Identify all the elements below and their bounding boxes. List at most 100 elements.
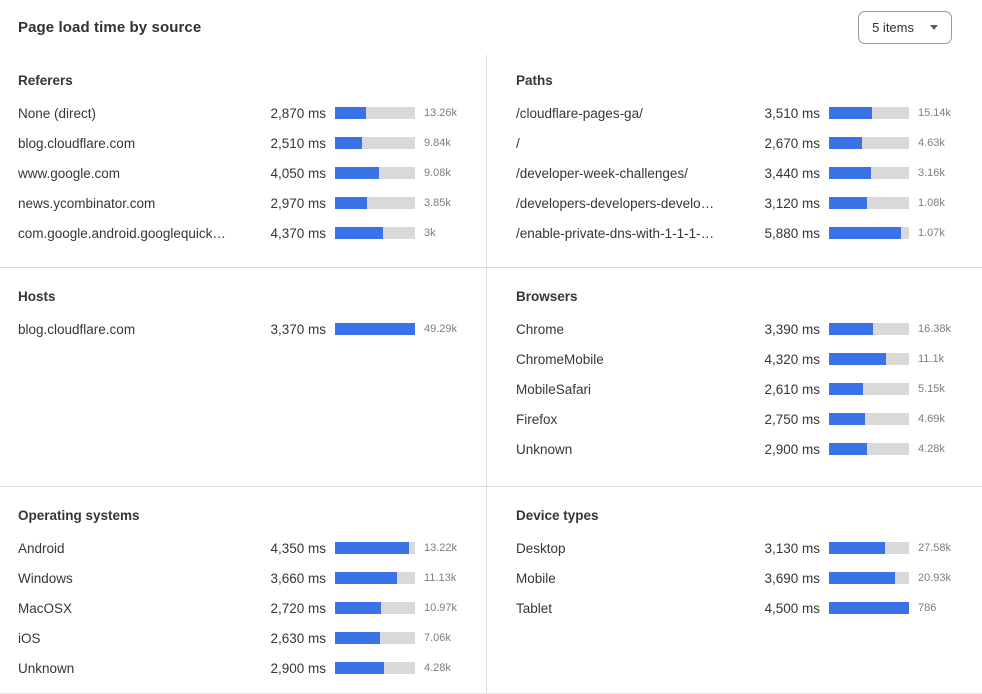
row-bar-fill	[335, 542, 410, 554]
panel-rows-operating-systems: Android 4,350 ms 13.22k Windows 3,660 ms 11.1…	[18, 533, 472, 683]
row-ms-value: 3,120 ms	[764, 195, 820, 211]
row-count: 13.26k	[424, 107, 458, 119]
row-label: iOS	[18, 630, 41, 646]
row-ms-value: 2,670 ms	[764, 135, 820, 151]
row-label: Unknown	[516, 441, 573, 457]
row-count: 10.97k	[424, 602, 458, 614]
row-count: 3.85k	[424, 197, 451, 209]
panel-paths: Paths /cloudflare-pages-ga/3,510 ms 15.14…	[486, 55, 982, 267]
metric-row[interactable]: / 2,670 ms 4.63k	[516, 128, 966, 158]
panel-device-types: Device types Desktop 3,130 ms 27.58k Mobile…	[486, 486, 982, 693]
row-bar-track	[829, 542, 909, 554]
row-ms-value: 2,510 ms	[270, 135, 326, 151]
panel-rows-hosts: blog.cloudflare.com 3,370 ms 49.29k	[18, 314, 472, 344]
row-label: blog.cloudflare.com	[18, 321, 136, 337]
metric-row[interactable]: /cloudflare-pages-ga/3,510 ms 15.14k	[516, 98, 966, 128]
metric-row[interactable]: Desktop 3,130 ms 27.58k	[516, 533, 966, 563]
row-bar-track	[829, 137, 909, 149]
metric-row[interactable]: news.ycombinator.com 2,970 ms 3.85k	[18, 188, 472, 218]
metric-row[interactable]: Firefox 2,750 ms 4.69k	[516, 404, 966, 434]
row-label: blog.cloudflare.com	[18, 135, 136, 151]
metric-row[interactable]: /developer-week-challenges/3,440 ms 3.16k	[516, 158, 966, 188]
metric-row[interactable]: /developers-developers-developers/3,120 …	[516, 188, 966, 218]
row-bar-track	[829, 227, 909, 239]
row-label: /developers-developers-developers/	[516, 195, 721, 211]
metric-row[interactable]: Unknown 2,900 ms 4.28k	[18, 653, 472, 683]
row-bar-track	[829, 323, 909, 335]
row-label: MacOSX	[18, 600, 73, 616]
row-label: www.google.com	[18, 165, 121, 181]
row-ms-value: 4,500 ms	[764, 600, 820, 616]
row-bar-track	[335, 227, 415, 239]
row-bar-track	[829, 413, 909, 425]
row-label: Tablet	[516, 600, 553, 616]
metric-row[interactable]: None (direct) 2,870 ms 13.26k	[18, 98, 472, 128]
row-bar-track	[335, 137, 415, 149]
panel-title-referers: Referers	[18, 73, 73, 88]
row-bar-fill	[335, 572, 398, 584]
row-bar-fill	[829, 443, 868, 455]
metric-row[interactable]: Unknown 2,900 ms 4.28k	[516, 434, 966, 464]
row-label: ChromeMobile	[516, 351, 604, 367]
row-ms-value: 2,900 ms	[270, 660, 326, 676]
row-count: 20.93k	[918, 572, 952, 584]
chevron-down-icon	[930, 25, 938, 30]
row-bar-fill	[335, 632, 380, 644]
metric-row[interactable]: Windows 3,660 ms 11.13k	[18, 563, 472, 593]
row-ms-value: 5,880 ms	[764, 225, 820, 241]
row-ms-value: 3,690 ms	[764, 570, 820, 586]
panel-rows-paths: /cloudflare-pages-ga/3,510 ms 15.14k / 2,67…	[516, 98, 966, 248]
panel-referers: Referers None (direct) 2,870 ms 13.26k blog…	[0, 55, 486, 267]
row-count: 3k	[424, 227, 436, 239]
metric-row[interactable]: /enable-private-dns-with-1-1-1-1-on-… 5,8…	[516, 218, 966, 248]
row-bar-fill	[829, 167, 872, 179]
row-ms-value: 3,660 ms	[270, 570, 326, 586]
metric-row[interactable]: iOS 2,630 ms 7.06k	[18, 623, 472, 653]
metric-row[interactable]: www.google.com 4,050 ms 9.08k	[18, 158, 472, 188]
metric-row[interactable]: Tablet 4,500 ms 786	[516, 593, 966, 623]
row-bar-fill	[829, 107, 873, 119]
row-count: 11.1k	[918, 353, 945, 365]
metric-row[interactable]: MobileSafari 2,610 ms 5.15k	[516, 374, 966, 404]
row-label: Firefox	[516, 411, 558, 427]
panel-title-browsers: Browsers	[516, 289, 578, 304]
row-count: 49.29k	[424, 323, 458, 335]
row-ms-value: 3,390 ms	[764, 321, 820, 337]
row-count: 9.08k	[424, 167, 451, 179]
items-count-select[interactable]: 5 items	[858, 11, 952, 44]
row-bar-fill	[335, 662, 385, 674]
panel-title-device-types: Device types	[516, 508, 599, 523]
metric-row[interactable]: ChromeMobile 4,320 ms 11.1k	[516, 344, 966, 374]
metric-row[interactable]: Chrome 3,390 ms 16.38k	[516, 314, 966, 344]
metric-row[interactable]: Android 4,350 ms 13.22k	[18, 533, 472, 563]
row-bar-fill	[335, 323, 415, 335]
row-bar-fill	[829, 197, 868, 209]
row-bar-track	[335, 107, 415, 119]
row-bar-fill	[335, 107, 367, 119]
panel-title-operating-systems: Operating systems	[18, 508, 140, 523]
row-bar-track	[829, 383, 909, 395]
row-ms-value: 3,130 ms	[764, 540, 820, 556]
metric-row[interactable]: com.google.android.googlequicksearc… 4,37…	[18, 218, 472, 248]
row-bar-fill	[829, 137, 862, 149]
row-label: MobileSafari	[516, 381, 592, 397]
metric-row[interactable]: blog.cloudflare.com 3,370 ms 49.29k	[18, 314, 472, 344]
row-bar-fill	[829, 227, 902, 239]
row-bar-fill	[829, 572, 895, 584]
row-count: 15.14k	[918, 107, 952, 119]
widget-header: Page load time by source 5 items	[0, 0, 982, 55]
row-ms-value: 3,370 ms	[270, 321, 326, 337]
row-label: news.ycombinator.com	[18, 195, 156, 211]
row-bar-track	[335, 197, 415, 209]
metric-row[interactable]: Mobile 3,690 ms 20.93k	[516, 563, 966, 593]
row-count: 9.84k	[424, 137, 451, 149]
metric-row[interactable]: blog.cloudflare.com 2,510 ms 9.84k	[18, 128, 472, 158]
metric-row[interactable]: MacOSX 2,720 ms 10.97k	[18, 593, 472, 623]
row-ms-value: 2,750 ms	[764, 411, 820, 427]
row-bar-track	[829, 167, 909, 179]
row-bar-track	[829, 572, 909, 584]
row-label: com.google.android.googlequicksearc…	[18, 225, 227, 241]
row-bar-track	[829, 602, 909, 614]
row-label: /developer-week-challenges/	[516, 165, 688, 181]
